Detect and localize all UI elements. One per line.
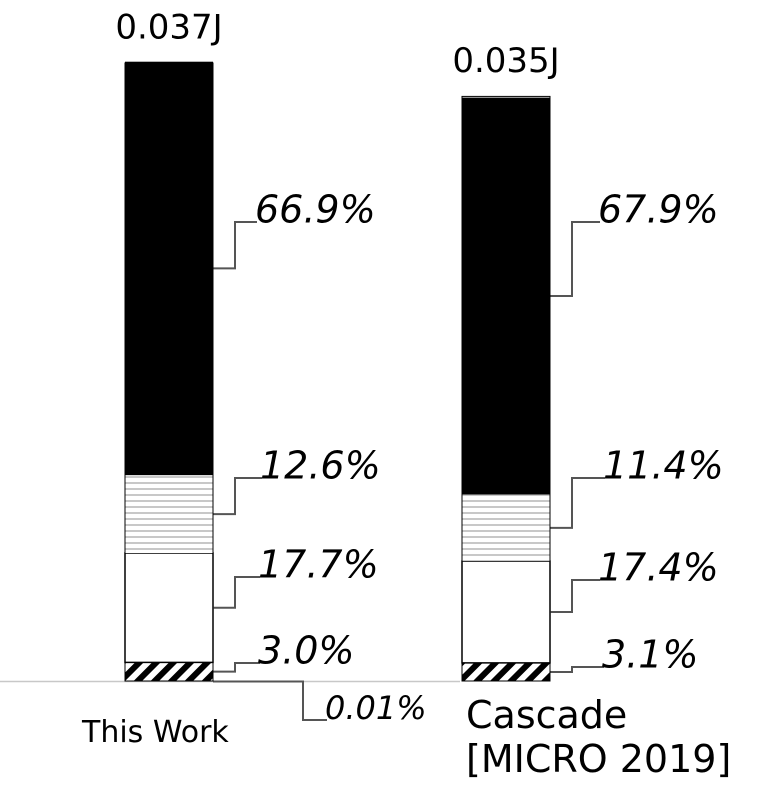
leader-line (213, 662, 260, 673)
value-label: 67.9% (598, 188, 719, 232)
bar-segment (462, 494, 550, 562)
total-label: 0.037J (115, 8, 222, 48)
bar-segment (461, 560, 551, 664)
bar-outline (461, 95, 551, 682)
leader-line (550, 579, 600, 614)
value-label: 66.9% (255, 188, 376, 232)
value-label: 17.4% (598, 546, 719, 590)
category-label: This Work (82, 715, 229, 750)
value-label: 3.0% (258, 629, 355, 673)
value-label: 11.4% (603, 444, 724, 488)
leader-line (213, 221, 257, 270)
bar-segment (462, 97, 550, 495)
bar-segment (125, 475, 213, 554)
value-label: 17.7% (258, 543, 379, 587)
bar-segment (124, 552, 214, 664)
category-label: Cascade [MICRO 2019] (466, 693, 732, 781)
bar-segment (462, 662, 550, 681)
value-label: 12.6% (260, 444, 381, 488)
leader-line (213, 680, 327, 721)
bar-outline (124, 62, 214, 682)
leader-line (213, 576, 260, 609)
value-label: 3.1% (602, 633, 699, 677)
leader-line (550, 477, 605, 529)
leader-line (550, 221, 600, 298)
bar-segment (125, 61, 213, 476)
total-label: 0.035J (452, 41, 559, 81)
value-label: 0.01% (325, 689, 427, 727)
bar-segment (125, 662, 213, 681)
leader-line (213, 477, 262, 516)
leader-line (550, 666, 604, 673)
